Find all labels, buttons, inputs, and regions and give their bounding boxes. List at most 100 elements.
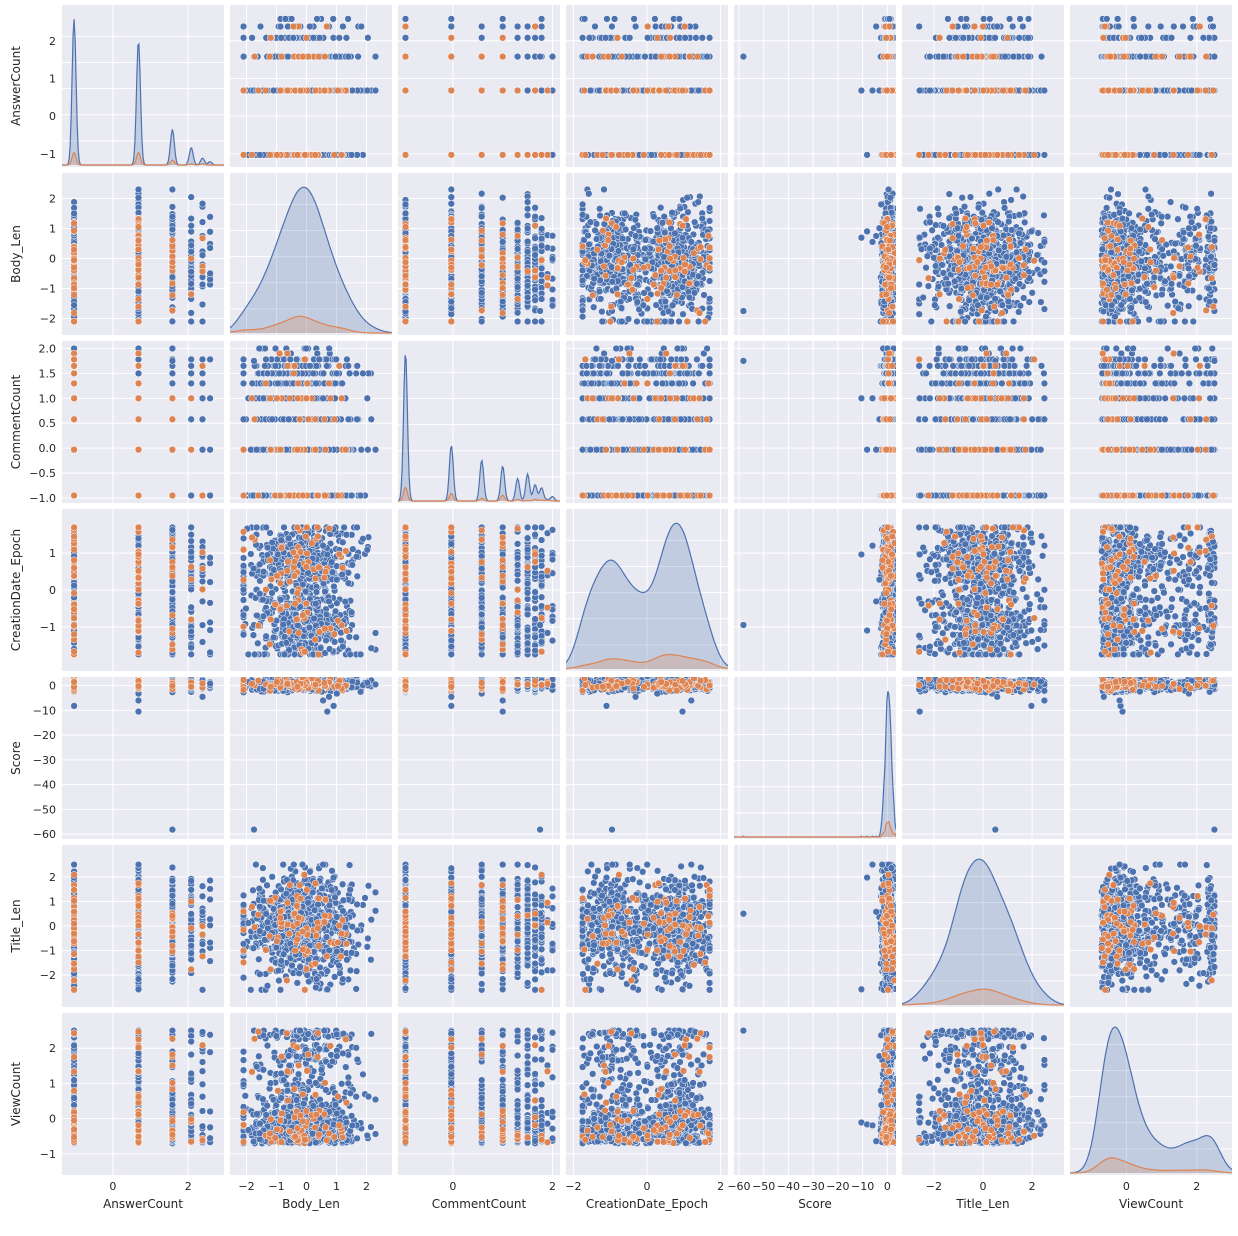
- scatter-point: [478, 52, 486, 61]
- scatter-point: [578, 34, 587, 42]
- scatter-point: [513, 151, 522, 159]
- scatter-point: [935, 34, 944, 42]
- scatter-point: [513, 86, 522, 95]
- scatter-point: [371, 86, 380, 95]
- scatter-point: [301, 151, 309, 159]
- scatter-point: [872, 22, 880, 31]
- panel-background: [398, 5, 560, 167]
- scatter-point: [924, 151, 933, 159]
- scatter-point: [513, 34, 522, 42]
- scatter-point: [531, 151, 539, 159]
- scatter-point: [693, 52, 701, 61]
- scatter-point: [239, 86, 248, 95]
- scatter-point: [612, 86, 620, 95]
- scatter-point: [344, 52, 352, 61]
- scatter-point: [979, 86, 988, 95]
- scatter-point: [499, 86, 507, 95]
- scatter-point: [643, 34, 652, 42]
- panel-AnswerCount-vs-ViewCount: [1070, 5, 1232, 167]
- scatter-point: [302, 34, 311, 42]
- scatter-point: [883, 52, 891, 61]
- scatter-point: [478, 22, 486, 31]
- scatter-point: [401, 86, 410, 95]
- scatter-point: [681, 34, 689, 42]
- panel-marks: [62, 19, 224, 166]
- scatter-point: [868, 86, 877, 95]
- scatter-point: [447, 86, 455, 95]
- scatter-point: [939, 52, 948, 61]
- scatter-point: [580, 86, 589, 95]
- scatter-point: [1040, 86, 1049, 95]
- scatter-point: [316, 34, 324, 42]
- scatter-point: [695, 86, 703, 95]
- scatter-point: [585, 34, 594, 42]
- scatter-point: [641, 52, 649, 61]
- scatter-point: [1024, 15, 1033, 23]
- panel-AnswerCount-vs-Score: [734, 5, 896, 167]
- scatter-point: [311, 151, 319, 159]
- scatter-point: [993, 151, 1002, 159]
- scatter-point: [239, 34, 248, 42]
- scatter-point: [1009, 52, 1017, 61]
- scatter-point: [357, 22, 365, 31]
- scatter-point: [269, 86, 278, 95]
- panel-background: [1070, 5, 1232, 167]
- scatter-point: [863, 151, 871, 159]
- scatter-point: [537, 15, 546, 23]
- scatter-point: [962, 15, 971, 23]
- scatter-point: [537, 34, 546, 42]
- scatter-point: [705, 34, 714, 42]
- scatter-point: [991, 34, 999, 42]
- scatter-point: [499, 15, 507, 23]
- scatter-point: [499, 34, 507, 42]
- scatter-point: [686, 52, 694, 61]
- scatter-point: [626, 34, 634, 42]
- scatter-point: [334, 86, 342, 95]
- scatter-point: [657, 151, 665, 159]
- scatter-point: [964, 151, 972, 159]
- scatter-point: [601, 34, 610, 42]
- scatter-point: [961, 22, 969, 31]
- scatter-point: [615, 151, 623, 159]
- scatter-point: [1019, 22, 1027, 31]
- scatter-point: [401, 15, 410, 23]
- scatter-point: [1179, 22, 1187, 31]
- scatter-point: [613, 34, 622, 42]
- scatter-point: [666, 34, 674, 42]
- scatter-point: [608, 22, 616, 31]
- scatter-point: [262, 86, 270, 95]
- scatter-point: [916, 86, 924, 95]
- scatter-point: [696, 151, 705, 159]
- scatter-point: [311, 86, 320, 95]
- scatter-point: [536, 52, 544, 61]
- scatter-point: [883, 86, 891, 95]
- scatter-point: [1015, 151, 1023, 159]
- scatter-point: [401, 34, 410, 42]
- scatter-point: [591, 22, 599, 31]
- scatter-point: [330, 151, 338, 159]
- scatter-point: [1021, 86, 1030, 95]
- scatter-point: [335, 34, 343, 42]
- scatter-point: [354, 52, 362, 61]
- scatter-point: [653, 34, 662, 42]
- scatter-point: [971, 86, 979, 95]
- scatter-point: [981, 151, 990, 159]
- scatter-point: [266, 52, 274, 61]
- scatter-point: [478, 34, 486, 42]
- panel-background: [734, 5, 896, 167]
- scatter-point: [1003, 34, 1012, 42]
- scatter-point: [664, 22, 673, 31]
- scatter-point: [447, 52, 455, 61]
- y-tick-label: 2: [49, 35, 56, 48]
- scatter-point: [276, 86, 285, 95]
- scatter-point: [651, 22, 660, 31]
- y-tick-label: 0: [49, 110, 56, 123]
- panel-background: [230, 5, 392, 167]
- scatter-point: [254, 86, 263, 95]
- scatter-point: [1189, 15, 1197, 23]
- scatter-point: [276, 22, 285, 31]
- scatter-point: [401, 52, 410, 61]
- scatter-point: [344, 15, 352, 23]
- panel-AnswerCount-vs-CreationDate_Epoch: [566, 5, 728, 167]
- scatter-point: [306, 22, 314, 31]
